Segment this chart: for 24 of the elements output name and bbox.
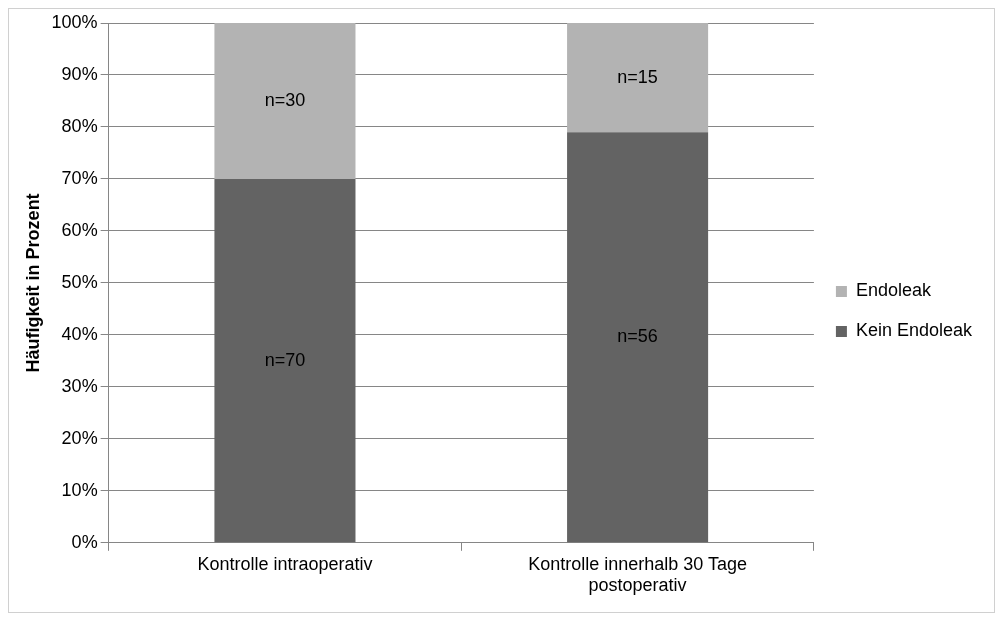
y-tick-label: 70% [61,167,98,188]
y-tick-label: 40% [61,323,98,344]
legend-label: Endoleak [855,280,932,301]
legend-label: Kein Endoleak [855,320,973,341]
x-tick-label: Kontrolle intraoperativ [197,553,373,574]
bar [567,23,709,133]
y-tick-label: 80% [61,115,98,136]
annotation: n=70 [264,349,306,370]
y-tick-label: 60% [61,219,98,240]
y-tick-label: 20% [61,427,98,448]
annotation: n=15 [617,66,658,87]
x-tick-label: Kontrolle innerhalb 30 Tage postoperativ [528,553,748,596]
y-tick-label: 0% [71,531,98,552]
y-tick-label: 10% [61,479,98,500]
bar [214,178,356,543]
y-tick-label: 100% [51,11,98,32]
bar [567,132,709,543]
y-tick-label: 30% [61,375,98,396]
annotation: n=56 [617,326,658,347]
y-tick-label: 90% [61,63,98,84]
bar [214,23,356,179]
y-axis-title: Häufigkeit in Prozent [22,193,43,373]
y-tick-label: 50% [61,271,98,292]
annotation: n=30 [264,89,306,110]
